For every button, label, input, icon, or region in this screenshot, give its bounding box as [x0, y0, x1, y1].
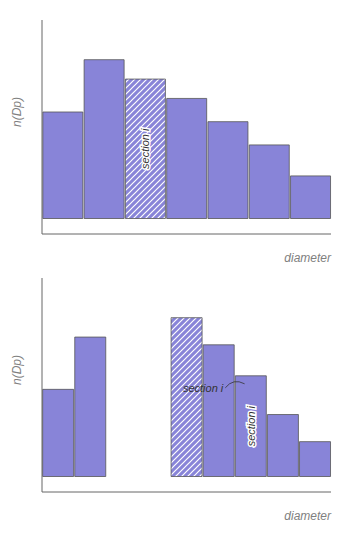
svg-text:diameter: diameter	[284, 509, 332, 523]
svg-text:section i: section i	[183, 382, 224, 394]
svg-text:section i: section i	[139, 128, 151, 169]
svg-text:n(Dp): n(Dp)	[10, 97, 24, 127]
svg-text:n(Dp): n(Dp)	[10, 355, 24, 385]
svg-text:section i: section i	[245, 405, 257, 446]
svg-text:diameter: diameter	[284, 251, 332, 265]
